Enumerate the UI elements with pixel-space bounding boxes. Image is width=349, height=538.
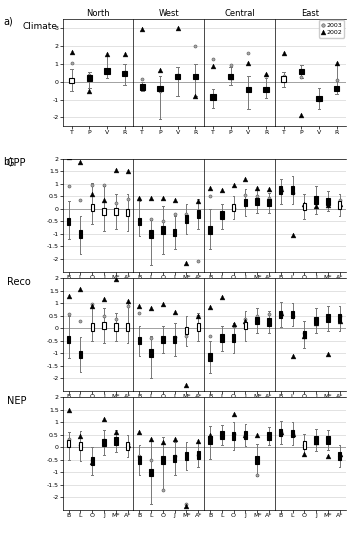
Bar [220, 335, 224, 342]
Bar [244, 431, 247, 438]
Bar [149, 230, 153, 238]
Bar [291, 186, 294, 194]
Text: b): b) [3, 156, 14, 166]
Bar [102, 208, 106, 215]
Bar [267, 318, 271, 325]
Bar [114, 208, 118, 215]
Bar [138, 337, 141, 344]
Bar [173, 336, 177, 343]
Bar [255, 456, 259, 464]
Bar [161, 336, 165, 343]
Legend: 2003, 2002: 2003, 2002 [319, 20, 344, 38]
Bar [126, 442, 129, 450]
Bar [102, 322, 106, 329]
Bar [122, 71, 127, 76]
Bar [114, 437, 118, 445]
Title: Central: Central [224, 9, 255, 18]
Title: West: West [158, 9, 179, 18]
Bar [157, 86, 163, 91]
Text: Climate: Climate [23, 22, 58, 31]
Bar [67, 440, 70, 448]
Bar [303, 441, 306, 449]
Text: NEP: NEP [7, 396, 27, 406]
Bar [220, 431, 224, 438]
Bar [314, 196, 318, 204]
Bar [79, 230, 82, 238]
Bar [314, 317, 318, 324]
Bar [338, 314, 341, 322]
Title: East: East [301, 9, 319, 18]
Bar [175, 74, 180, 79]
Bar [244, 199, 247, 207]
Bar [69, 78, 74, 83]
Bar [338, 452, 341, 460]
Bar [140, 84, 145, 90]
Bar [334, 86, 339, 91]
Bar [279, 186, 282, 194]
Bar [161, 456, 165, 464]
Bar [326, 436, 329, 444]
Bar [208, 353, 212, 360]
Bar [173, 229, 177, 236]
Bar [279, 310, 282, 318]
Bar [90, 457, 94, 465]
Bar [299, 69, 304, 74]
Bar [161, 226, 165, 234]
Bar [193, 74, 198, 79]
Bar [185, 452, 188, 460]
Bar [246, 87, 251, 93]
Bar [263, 87, 269, 93]
Bar [255, 317, 259, 324]
Bar [173, 455, 177, 462]
Bar [90, 204, 94, 211]
Bar [316, 96, 322, 101]
Bar [87, 75, 92, 81]
Bar [149, 349, 153, 357]
Bar [220, 211, 224, 219]
Bar [196, 323, 200, 331]
Bar [90, 323, 94, 331]
Bar [126, 209, 129, 216]
Text: a): a) [3, 16, 13, 26]
Bar [267, 199, 271, 207]
Bar [244, 322, 247, 329]
Bar [138, 456, 141, 464]
Bar [196, 451, 200, 458]
Bar [291, 310, 294, 318]
Bar [291, 430, 294, 437]
Bar [79, 351, 82, 358]
Text: Reco: Reco [7, 277, 31, 287]
Text: GPP: GPP [7, 158, 27, 168]
Bar [102, 438, 106, 446]
Bar [338, 201, 341, 209]
Bar [67, 217, 70, 225]
Bar [281, 76, 286, 82]
Bar [67, 336, 70, 343]
Bar [326, 314, 329, 322]
Bar [104, 68, 110, 74]
Bar [149, 469, 153, 476]
Bar [232, 433, 235, 440]
Bar [228, 74, 233, 79]
Bar [208, 226, 212, 234]
Bar [255, 197, 259, 205]
Bar [267, 433, 271, 440]
Bar [232, 204, 235, 211]
Bar [210, 94, 216, 100]
Bar [314, 436, 318, 444]
Bar [126, 323, 129, 331]
Title: North: North [86, 9, 110, 18]
Bar [138, 217, 141, 225]
Bar [326, 197, 329, 205]
Bar [79, 442, 82, 450]
Bar [303, 331, 306, 338]
Bar [208, 436, 212, 444]
Bar [114, 323, 118, 331]
Bar [232, 335, 235, 342]
Bar [185, 327, 188, 335]
Bar [279, 429, 282, 436]
Bar [303, 203, 306, 210]
Bar [196, 210, 200, 217]
Bar [185, 215, 188, 223]
